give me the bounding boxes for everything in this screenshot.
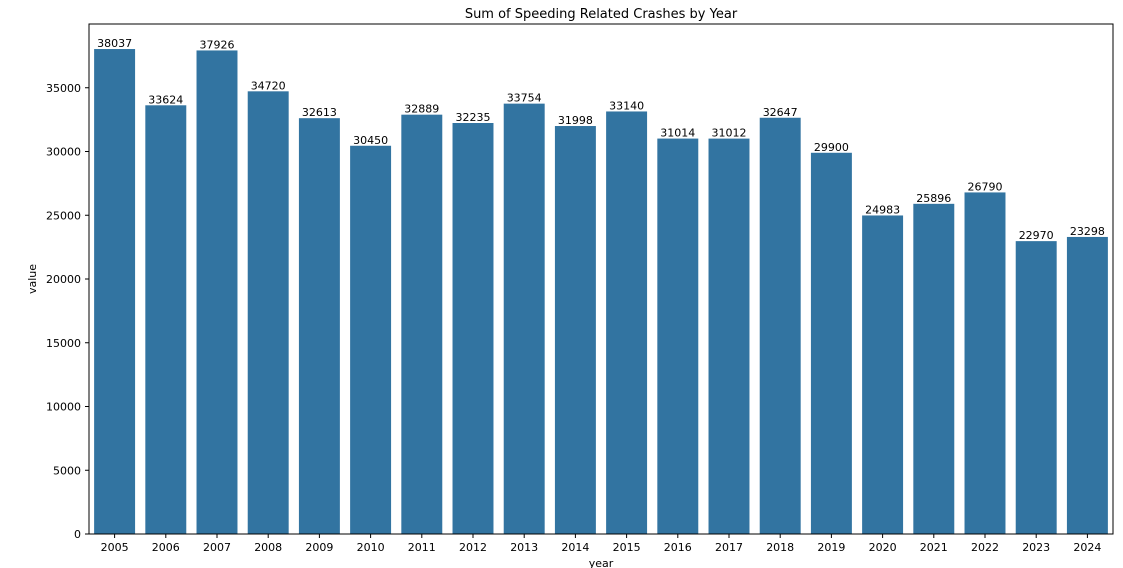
bar-2020 — [862, 215, 904, 535]
y-tick-label-35000: 35000 — [46, 82, 81, 95]
x-tick-label-2019: 2019 — [817, 541, 845, 554]
data-label-2024: 23298 — [1070, 225, 1105, 238]
x-tick-label-2010: 2010 — [357, 541, 385, 554]
data-label-2016: 31014 — [660, 127, 695, 140]
x-tick-label-2006: 2006 — [152, 541, 180, 554]
bar-2005 — [94, 49, 136, 534]
plot-frame — [88, 23, 1114, 535]
data-label-2014: 31998 — [558, 114, 593, 127]
data-label-2008: 34720 — [251, 79, 286, 92]
x-tick-label-2016: 2016 — [664, 541, 692, 554]
x-tick-label-2020: 2020 — [869, 541, 897, 554]
bar-2011 — [401, 114, 443, 534]
bar-2016 — [657, 138, 699, 534]
data-label-2015: 33140 — [609, 99, 644, 112]
x-tick-label-2005: 2005 — [101, 541, 129, 554]
x-tick-label-2008: 2008 — [254, 541, 282, 554]
bar-2017 — [708, 138, 750, 535]
data-label-2011: 32889 — [404, 103, 439, 116]
y-tick-label-0: 0 — [74, 528, 81, 541]
y-tick-label-20000: 20000 — [46, 273, 81, 286]
data-label-2022: 26790 — [968, 180, 1003, 193]
bar-2010 — [350, 145, 392, 534]
data-labels-group: 38037 33624 37926 34720 32613 30450 32889 32235… — [97, 37, 1105, 242]
data-label-2012: 32235 — [456, 111, 491, 124]
bar-2013 — [503, 103, 545, 534]
bar-2024 — [1066, 236, 1108, 534]
data-label-2007: 37926 — [200, 38, 235, 51]
data-label-2018: 32647 — [763, 106, 798, 119]
x-axis-label: year — [589, 557, 614, 568]
bar-2008 — [247, 91, 289, 534]
x-tick-label-2011: 2011 — [408, 541, 436, 554]
bars-group — [94, 49, 1108, 535]
data-label-2019: 29900 — [814, 141, 849, 154]
data-label-2023: 22970 — [1019, 229, 1054, 242]
bar-2022 — [964, 192, 1006, 535]
bar-2023 — [1015, 241, 1057, 534]
x-tick-label-2015: 2015 — [613, 541, 641, 554]
x-tick-label-2013: 2013 — [510, 541, 538, 554]
y-axis-label: value — [26, 264, 39, 294]
y-tick-label-10000: 10000 — [46, 401, 81, 414]
data-label-2006: 33624 — [148, 93, 183, 106]
x-tick-label-2021: 2021 — [920, 541, 948, 554]
y-tick-label-5000: 5000 — [53, 464, 81, 477]
data-label-2017: 31012 — [712, 127, 747, 140]
chart-title: Sum of Speeding Related Crashes by Year — [465, 7, 738, 22]
bar-2007 — [196, 50, 238, 534]
data-label-2021: 25896 — [916, 192, 951, 205]
bar-2015 — [606, 111, 648, 534]
y-axis: 0 5000 10000 15000 20000 25000 30000 35000 — [46, 82, 89, 541]
bar-2018 — [759, 117, 801, 535]
x-tick-label-2012: 2012 — [459, 541, 487, 554]
x-tick-label-2017: 2017 — [715, 541, 743, 554]
x-tick-label-2024: 2024 — [1073, 541, 1101, 554]
bar-2006 — [145, 105, 187, 534]
x-tick-label-2023: 2023 — [1022, 541, 1050, 554]
bar-2019 — [810, 152, 852, 534]
y-tick-label-30000: 30000 — [46, 146, 81, 159]
x-axis: 2005 2006 2007 2008 2009 2010 2011 2012 2013 2014… — [101, 534, 1101, 554]
data-label-2020: 24983 — [865, 203, 900, 216]
bar-2012 — [452, 123, 494, 534]
data-label-2005: 38037 — [97, 37, 132, 50]
x-tick-label-2018: 2018 — [766, 541, 794, 554]
y-tick-label-15000: 15000 — [46, 337, 81, 350]
x-tick-label-2009: 2009 — [305, 541, 333, 554]
bar-2009 — [298, 118, 340, 534]
y-tick-label-25000: 25000 — [46, 209, 81, 222]
data-label-2010: 30450 — [353, 134, 388, 147]
data-label-2013: 33754 — [507, 92, 542, 105]
bar-2021 — [913, 203, 955, 535]
x-tick-label-2007: 2007 — [203, 541, 231, 554]
bar-2014 — [554, 126, 596, 534]
x-tick-label-2014: 2014 — [561, 541, 589, 554]
x-tick-label-2022: 2022 — [971, 541, 999, 554]
data-label-2009: 32613 — [302, 106, 337, 119]
